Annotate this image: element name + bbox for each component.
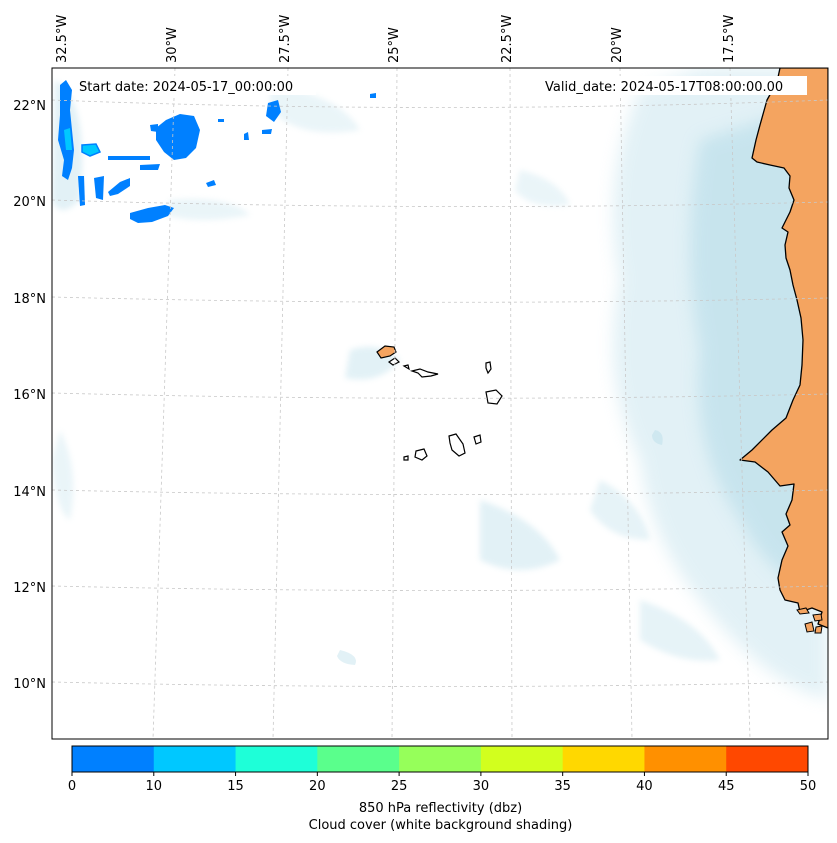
maio-island — [473, 434, 482, 445]
lon-label: 20°W — [610, 27, 625, 63]
colorbar-segment — [480, 746, 564, 772]
colorbar-segment — [399, 746, 482, 772]
sal-island — [485, 361, 492, 375]
longitude-labels: 32.5°W 30°W 27.5°W 25°W 22.5°W 20°W 17.5… — [55, 15, 737, 63]
santiago-island — [448, 433, 466, 457]
colorbar-segment — [644, 746, 727, 772]
boa-vista-island — [485, 389, 503, 405]
brava-island — [403, 455, 409, 461]
colorbar-tick-label: 50 — [800, 779, 817, 794]
valid-date-text: Valid_date: 2024-05-17T08:00:00.00 — [545, 80, 783, 95]
lat-label: 10°N — [13, 677, 46, 692]
colorbar-sublabel: Cloud cover (white background shading) — [308, 818, 573, 833]
fogo-island — [414, 448, 428, 461]
colorbar-tick-label: 30 — [473, 779, 490, 794]
latitude-labels: 22°N 20°N 18°N 16°N 14°N 12°N 10°N — [13, 99, 46, 692]
start-date-box — [72, 76, 316, 95]
coastal-islands — [796, 607, 823, 634]
lat-label: 22°N — [13, 99, 46, 114]
colorbar-label: 850 hPa reflectivity (dbz) — [358, 801, 523, 816]
lat-label: 16°N — [13, 388, 46, 403]
lon-label: 17.5°W — [722, 15, 737, 63]
africa-mainland — [739, 68, 828, 629]
colorbar-segment — [562, 746, 645, 772]
lon-label: 22.5°W — [500, 15, 515, 63]
map-frame — [51, 67, 829, 740]
colorbar: 0 10 15 20 25 30 35 40 45 50 — [68, 745, 817, 794]
lat-label: 14°N — [13, 485, 46, 500]
santo-antao-island — [376, 345, 397, 359]
valid-date-box — [539, 76, 807, 95]
start-date-text: Start date: 2024-05-17_00:00:00 — [79, 80, 293, 95]
colorbar-segment — [317, 746, 400, 772]
lon-label: 32.5°W — [55, 15, 70, 63]
lat-label: 18°N — [13, 292, 46, 307]
lon-label: 27.5°W — [278, 15, 293, 63]
colorbar-tick-label: 25 — [391, 779, 408, 794]
colorbar-frame — [71, 745, 809, 773]
colorbar-segment — [726, 746, 809, 772]
reflectivity-contours — [58, 80, 376, 223]
colorbar-segment — [235, 746, 318, 772]
lon-label: 25°W — [387, 27, 402, 63]
map-area[interactable]: Start date: 2024-05-17_00:00:00 Valid_da… — [52, 68, 828, 739]
sao-vicente-island — [387, 357, 401, 366]
colorbar-tick-label: 35 — [554, 779, 571, 794]
lon-label: 30°W — [165, 27, 180, 63]
colorbar-tick-label: 15 — [227, 779, 244, 794]
cape-verde-islands — [376, 345, 503, 461]
lat-label: 20°N — [13, 195, 46, 210]
colorbar-tick-label: 0 — [68, 779, 76, 794]
colorbar-tick-label: 45 — [718, 779, 735, 794]
colorbar-tick-label: 20 — [309, 779, 326, 794]
lat-label: 12°N — [13, 581, 46, 596]
colorbar-tick-label: 40 — [636, 779, 653, 794]
santa-luzia-island — [402, 364, 410, 371]
gridlines — [52, 68, 828, 739]
colorbar-segment — [72, 746, 155, 772]
sao-nicolau-island — [409, 368, 439, 378]
colorbar-tick-label: 10 — [146, 779, 163, 794]
colorbar-segment — [153, 746, 237, 772]
